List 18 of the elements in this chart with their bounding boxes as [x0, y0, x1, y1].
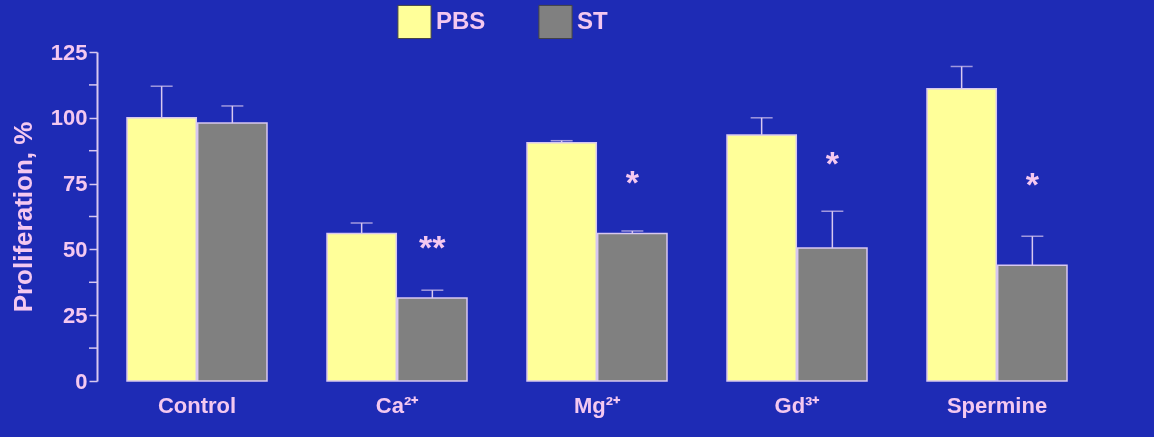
- x-tick-label: Mg²⁺: [573, 392, 622, 418]
- y-tick-label: 75: [63, 171, 88, 197]
- annotation: *: [825, 144, 840, 183]
- y-axis-title: Proliferation, %: [7, 121, 38, 313]
- y-tick-label: 25: [63, 302, 88, 328]
- x-tick-label: Ca²⁺: [375, 392, 420, 418]
- y-tick-label: 125: [50, 39, 88, 65]
- annotation: *: [625, 162, 640, 201]
- x-tick-label: Gd³⁺: [774, 392, 821, 418]
- y-tick-label: 0: [75, 368, 88, 394]
- legend-label: ST: [577, 6, 609, 34]
- annotation: **: [419, 228, 447, 267]
- y-tick-label: 100: [50, 105, 88, 131]
- x-tick-label: Spermine: [946, 392, 1048, 418]
- y-tick-label: 50: [63, 236, 88, 262]
- x-tick-label: Control: [157, 392, 237, 418]
- annotation: *: [1025, 165, 1040, 204]
- legend-label: PBS: [436, 6, 486, 34]
